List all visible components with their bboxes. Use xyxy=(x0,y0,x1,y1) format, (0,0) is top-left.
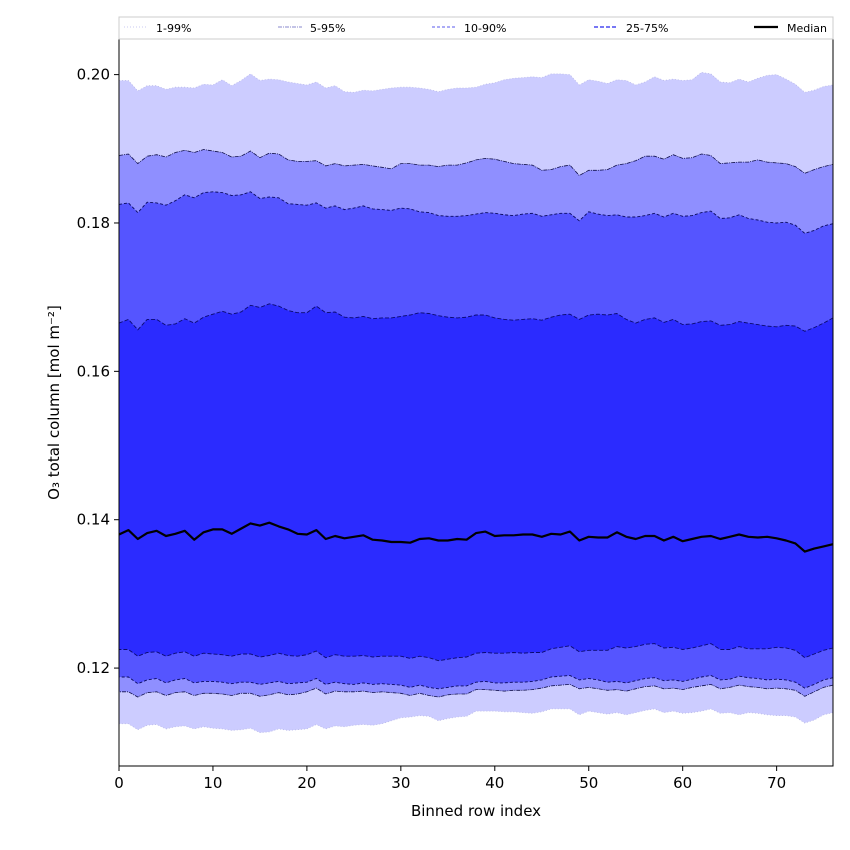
band-25-75pct xyxy=(119,303,833,661)
band-upper-edge-5-95pct xyxy=(118,149,834,177)
x-axis-ticks: 0 10 20 30 40 50 60 70 xyxy=(114,766,786,792)
legend-label-1-99pct: 1-99% xyxy=(156,22,191,35)
x-tick-label: 50 xyxy=(579,774,598,792)
median-layer xyxy=(118,521,834,553)
y-tick-label: 0.12 xyxy=(77,659,110,677)
x-tick-label: 70 xyxy=(767,774,786,792)
band-edge-layer xyxy=(118,71,834,734)
legend-label-25-75pct: 25-75% xyxy=(626,22,668,35)
y-tick-label: 0.16 xyxy=(77,362,110,380)
y-axis-label: O₃ total column [mol m⁻²] xyxy=(45,305,63,500)
median-line xyxy=(118,521,834,553)
legend-label-5-95pct: 5-95% xyxy=(310,22,345,35)
x-tick-label: 60 xyxy=(673,774,692,792)
band-lower-edge-10-90pct xyxy=(119,675,834,690)
band-layer xyxy=(119,72,833,733)
band-upper-edge-10-90pct xyxy=(118,191,834,234)
legend-label-10-90pct: 10-90% xyxy=(464,22,506,35)
band-lower-edge-5-95pct xyxy=(119,683,834,698)
x-axis-label: Binned row index xyxy=(411,802,541,820)
y-tick-label: 0.20 xyxy=(77,66,110,84)
legend-label-median: Median xyxy=(787,22,827,35)
x-tick-label: 10 xyxy=(203,774,222,792)
legend: 1-99% 5-95% 10-90% 25-75% Median xyxy=(118,16,834,40)
x-tick-label: 30 xyxy=(391,774,410,792)
y-axis-ticks: 0.12 0.14 0.16 0.18 0.20 xyxy=(77,66,119,677)
legend-box xyxy=(118,16,834,40)
x-tick-label: 40 xyxy=(485,774,504,792)
y-tick-label: 0.14 xyxy=(77,511,110,529)
x-tick-label: 20 xyxy=(297,774,316,792)
band-lower-edge-25-75pct xyxy=(119,643,834,662)
y-tick-label: 0.18 xyxy=(77,214,110,232)
x-tick-label: 0 xyxy=(114,774,124,792)
band-upper-edge-25-75pct xyxy=(118,303,834,332)
